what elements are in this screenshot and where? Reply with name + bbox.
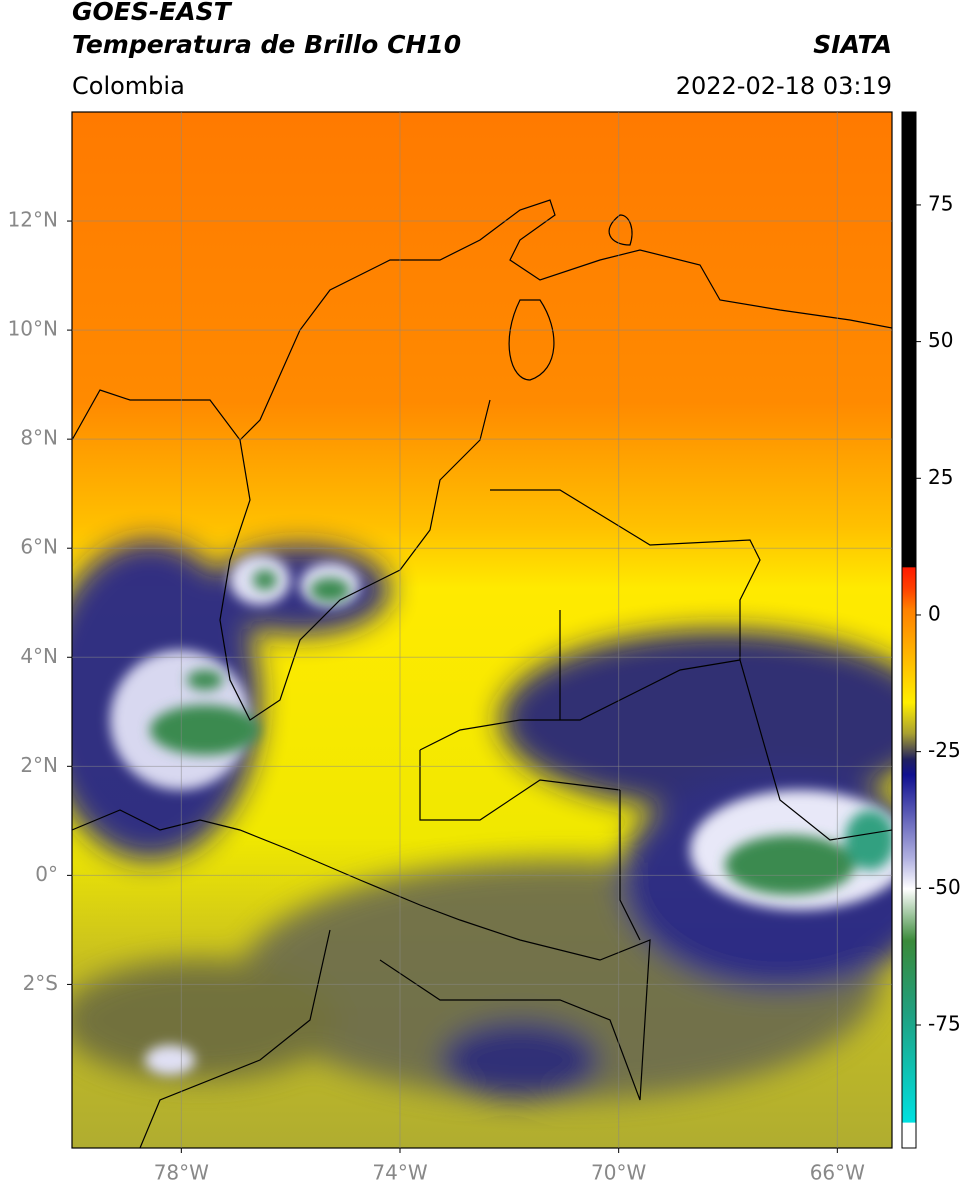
satellite-image <box>72 112 892 1148</box>
x-tick-label: 78°W <box>154 1161 209 1185</box>
colorbar <box>901 111 917 1149</box>
y-tick-label: 8°N <box>20 426 58 450</box>
boundaries <box>72 199 892 1148</box>
x-tick-label: 74°W <box>372 1161 427 1185</box>
y-tick-label: 6°N <box>20 535 58 559</box>
colorbar-tick-label: 0 <box>928 601 941 625</box>
region: Colombia <box>72 72 185 100</box>
datetime: 2022-02-18 03:19 <box>676 72 892 100</box>
colorbar-tick-label: 50 <box>928 328 953 352</box>
y-tick-label: 0° <box>35 862 58 886</box>
y-tick-label: 4°N <box>20 644 58 668</box>
subtitle: Temperatura de Brillo CH10 <box>72 30 461 59</box>
colorbar-tick-label: -25 <box>928 738 961 762</box>
map-frame <box>71 111 893 1149</box>
colorbar-tick-label: 25 <box>928 465 953 489</box>
colorbar-tick-label: -75 <box>928 1011 961 1035</box>
x-tick-label: 66°W <box>810 1161 865 1185</box>
colorbar-tick-label: -50 <box>928 875 961 899</box>
title: GOES-EAST <box>72 0 233 26</box>
y-tick-label: 12°N <box>8 208 58 232</box>
colorbar-tick-label: 75 <box>928 191 953 215</box>
y-tick-label: 10°N <box>8 317 58 341</box>
y-tick-label: 2°S <box>23 971 58 995</box>
source: SIATA <box>813 30 892 59</box>
x-tick-label: 70°W <box>591 1161 646 1185</box>
y-tick-label: 2°N <box>20 753 58 777</box>
